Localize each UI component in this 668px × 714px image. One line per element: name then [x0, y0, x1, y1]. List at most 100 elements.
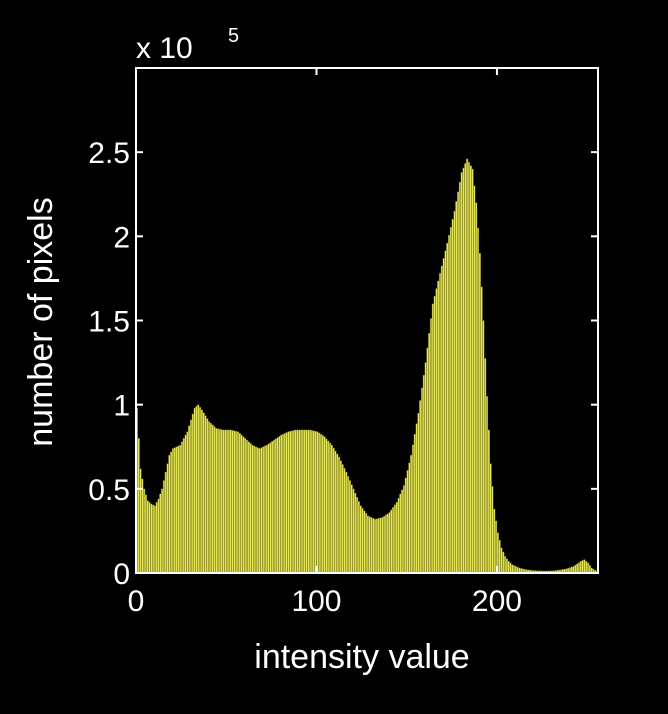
histogram-bar [236, 431, 240, 574]
histogram-bar [193, 407, 196, 574]
histogram-bar [141, 478, 144, 574]
histogram-bar [240, 434, 243, 574]
histogram-bar [157, 498, 160, 574]
histogram-bar [429, 318, 433, 574]
histogram-bar [254, 446, 258, 574]
histogram-bar [460, 172, 463, 574]
histogram-bar [467, 162, 471, 574]
histogram-bar [242, 436, 245, 574]
histogram-bar [507, 561, 510, 574]
histogram-bar [298, 429, 301, 574]
histogram-bar [281, 433, 285, 574]
histogram-bar [586, 562, 590, 574]
histogram-bar [209, 422, 212, 574]
histogram-bar [343, 468, 346, 574]
histogram-bar [251, 444, 254, 574]
histogram-bar [415, 423, 418, 574]
histogram-bar [180, 441, 184, 574]
histogram-bar [381, 517, 384, 574]
histogram-bar [247, 441, 250, 574]
histogram-bar [332, 447, 335, 574]
histogram-bar [137, 438, 140, 574]
histogram-bar [357, 501, 360, 574]
histogram-bar [148, 502, 151, 574]
histogram-bar [161, 488, 164, 574]
histogram-bar [226, 429, 229, 574]
histogram-bar [478, 252, 481, 574]
histogram-bar [341, 464, 344, 574]
histogram-bar [285, 432, 288, 574]
histogram-bar [505, 558, 508, 574]
histogram-bar [258, 448, 261, 574]
histogram-bar [386, 513, 389, 574]
histogram-bar [469, 165, 472, 574]
histogram-bar [330, 444, 333, 574]
histogram-bar [278, 436, 281, 574]
histogram-bar [276, 437, 279, 574]
histogram-bar [388, 512, 391, 574]
axis-tick-labels: 0 100 200 0 0.5 1 1.5 2 2.5 [88, 137, 522, 618]
histogram-bar [451, 218, 454, 574]
histogram-bar [397, 497, 400, 574]
histogram-bar [491, 486, 494, 574]
histogram-bar [374, 518, 377, 574]
histogram-bar [453, 210, 456, 574]
histogram-bar [265, 444, 268, 574]
histogram-bar [292, 430, 296, 574]
histogram-bar [417, 412, 420, 574]
histogram-bar [244, 438, 247, 574]
histogram-bar [294, 429, 297, 574]
histogram-bar [280, 434, 283, 574]
y-axis-label: number of pixels [22, 197, 60, 446]
histogram-bar [424, 362, 427, 574]
histogram-bar [235, 430, 238, 574]
histogram-bar [175, 446, 178, 574]
histogram-bar [307, 429, 310, 574]
histogram-bar [462, 167, 465, 574]
histogram-bar [296, 429, 299, 574]
histogram-bar [419, 400, 422, 574]
histogram-bar [402, 485, 406, 574]
histogram-bar [377, 518, 380, 574]
y-tick-label: 0 [113, 558, 130, 591]
histogram-bar [503, 555, 507, 574]
histogram-bar [319, 433, 323, 574]
histogram-bar [189, 419, 193, 574]
histogram-bar [368, 516, 371, 574]
histogram-bar [143, 488, 146, 574]
histogram-bar [471, 168, 474, 574]
histogram-bar [457, 191, 460, 574]
histogram-bar [446, 242, 449, 574]
histogram-bar [581, 560, 584, 574]
histogram-bar [206, 418, 209, 574]
histogram-bar [191, 413, 194, 574]
histogram-bar [348, 480, 351, 574]
histogram-bar [498, 539, 501, 574]
histogram-bar [363, 510, 366, 574]
histogram-bar [303, 429, 306, 574]
histogram-bar [321, 435, 324, 574]
histogram-bar [404, 477, 407, 574]
histogram-bar [410, 454, 413, 574]
y-tick-label: 1 [113, 390, 130, 423]
histogram-bar [384, 514, 388, 574]
histogram-bar [458, 181, 462, 574]
histogram-bar [574, 564, 577, 574]
histogram-bar [316, 431, 319, 574]
histogram-bar [579, 561, 582, 574]
histogram-bar [370, 517, 373, 574]
histogram-bar [466, 158, 469, 574]
histogram-bar [361, 507, 364, 574]
histogram-bar [168, 454, 171, 574]
histogram-bar [301, 429, 305, 574]
histogram-bar [144, 494, 148, 574]
histogram-bar [217, 428, 220, 574]
histogram-bar [359, 505, 362, 574]
histogram-bar [310, 430, 314, 574]
y-multiplier-base: x 10 [136, 32, 193, 65]
histogram-bar [395, 502, 398, 574]
histogram-bar [271, 441, 274, 574]
histogram-bar [198, 406, 202, 574]
histogram-bar [173, 447, 176, 574]
histogram-bar [438, 273, 442, 574]
